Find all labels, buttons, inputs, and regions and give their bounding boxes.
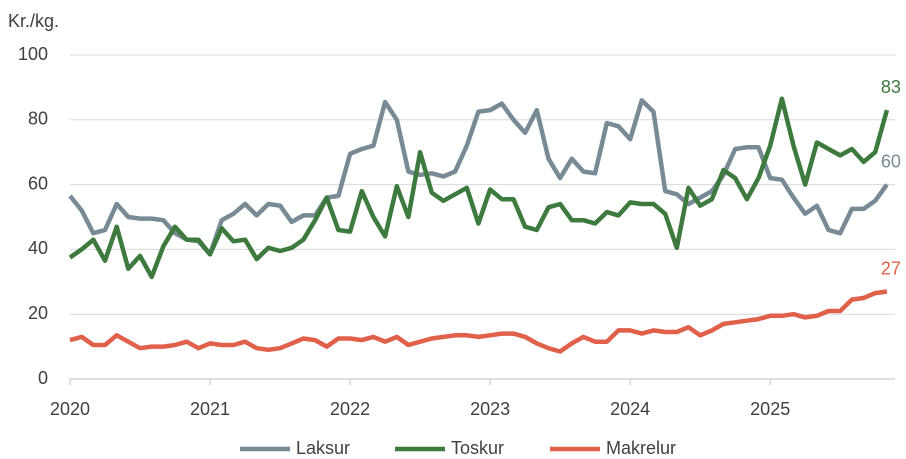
x-tick-label: 2025 <box>750 399 790 419</box>
legend-label: Makrelur <box>606 438 676 458</box>
x-tick-label: 2022 <box>330 399 370 419</box>
y-axis-label: Kr./kg. <box>8 11 59 31</box>
y-tick-label: 20 <box>28 303 48 323</box>
y-tick-label: 80 <box>28 109 48 129</box>
y-tick-label: 100 <box>18 44 48 64</box>
x-tick-label: 2020 <box>50 399 90 419</box>
data-label: 83 <box>881 77 901 97</box>
series-line <box>68 96 890 280</box>
legend-label: Toskur <box>451 438 504 458</box>
series-line <box>68 98 889 257</box>
legend-label: Laksur <box>296 438 350 458</box>
y-tick-label: 0 <box>38 368 48 388</box>
x-tick-label: 2023 <box>470 399 510 419</box>
series-line <box>69 289 888 354</box>
data-label: 27 <box>881 258 901 278</box>
y-tick-label: 40 <box>28 238 48 258</box>
x-tick-label: 2021 <box>190 399 230 419</box>
x-tick-label: 2024 <box>610 399 650 419</box>
data-label: 60 <box>881 151 901 171</box>
y-tick-label: 60 <box>28 173 48 193</box>
